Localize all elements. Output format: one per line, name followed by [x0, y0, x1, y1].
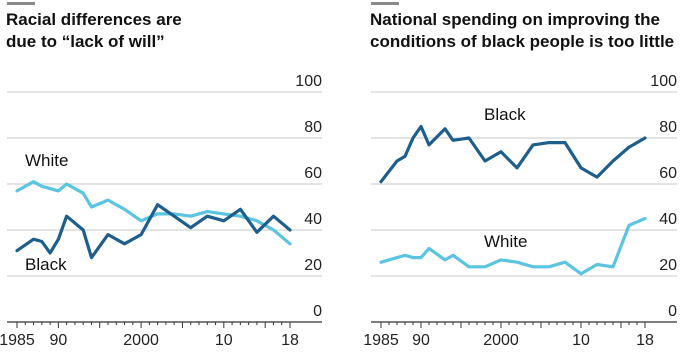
chart-panel-1: Racial differences are due to “lack of wi… — [0, 2, 322, 349]
title-accent-bar — [371, 2, 399, 5]
y-tick-label: 40 — [304, 211, 322, 228]
x-tick-label: 90 — [412, 332, 430, 349]
chart-title: Racial differences are due to “lack of wi… — [6, 10, 182, 51]
chart-title: National spending on improving the condit… — [370, 10, 674, 51]
y-tick-label: 100 — [650, 73, 677, 90]
y-tick-label: 40 — [659, 211, 677, 228]
x-tick-label: 2000 — [483, 332, 519, 349]
y-tick-label: 100 — [295, 73, 322, 90]
series-label-black: Black — [25, 255, 67, 274]
chart-title-line: National spending on improving the — [370, 10, 660, 29]
title-accent-bar — [7, 2, 35, 5]
y-tick-label: 80 — [304, 119, 322, 136]
chart-title-line: due to “lack of will” — [6, 32, 165, 51]
y-tick-label: 20 — [304, 257, 322, 274]
y-tick-label: 60 — [304, 165, 322, 182]
chart-title-line: Racial differences are — [6, 10, 182, 29]
chart-panel-2: National spending on improving the condit… — [363, 2, 677, 349]
series-line-black — [379, 124, 647, 184]
series-line-white — [15, 180, 292, 246]
y-tick-label: 80 — [659, 119, 677, 136]
series-line-white — [379, 216, 647, 276]
x-tick-label: 18 — [281, 332, 299, 349]
y-tick-label: 0 — [313, 303, 322, 320]
x-tick-label: 1985 — [363, 332, 399, 349]
x-tick-label: 10 — [572, 332, 590, 349]
series-label-white: White — [25, 151, 68, 170]
x-tick-label: 1985 — [0, 332, 35, 349]
series-label-white: White — [484, 232, 527, 251]
series-line-black — [15, 203, 292, 260]
chart-title-line: conditions of black people is too little — [370, 32, 674, 51]
x-tick-label: 10 — [215, 332, 233, 349]
x-tick-label: 2000 — [123, 332, 159, 349]
x-tick-label: 90 — [49, 332, 67, 349]
series-label-black: Black — [484, 105, 526, 124]
y-tick-label: 0 — [668, 303, 677, 320]
y-tick-label: 60 — [659, 165, 677, 182]
y-tick-label: 20 — [659, 257, 677, 274]
x-tick-label: 18 — [636, 332, 654, 349]
